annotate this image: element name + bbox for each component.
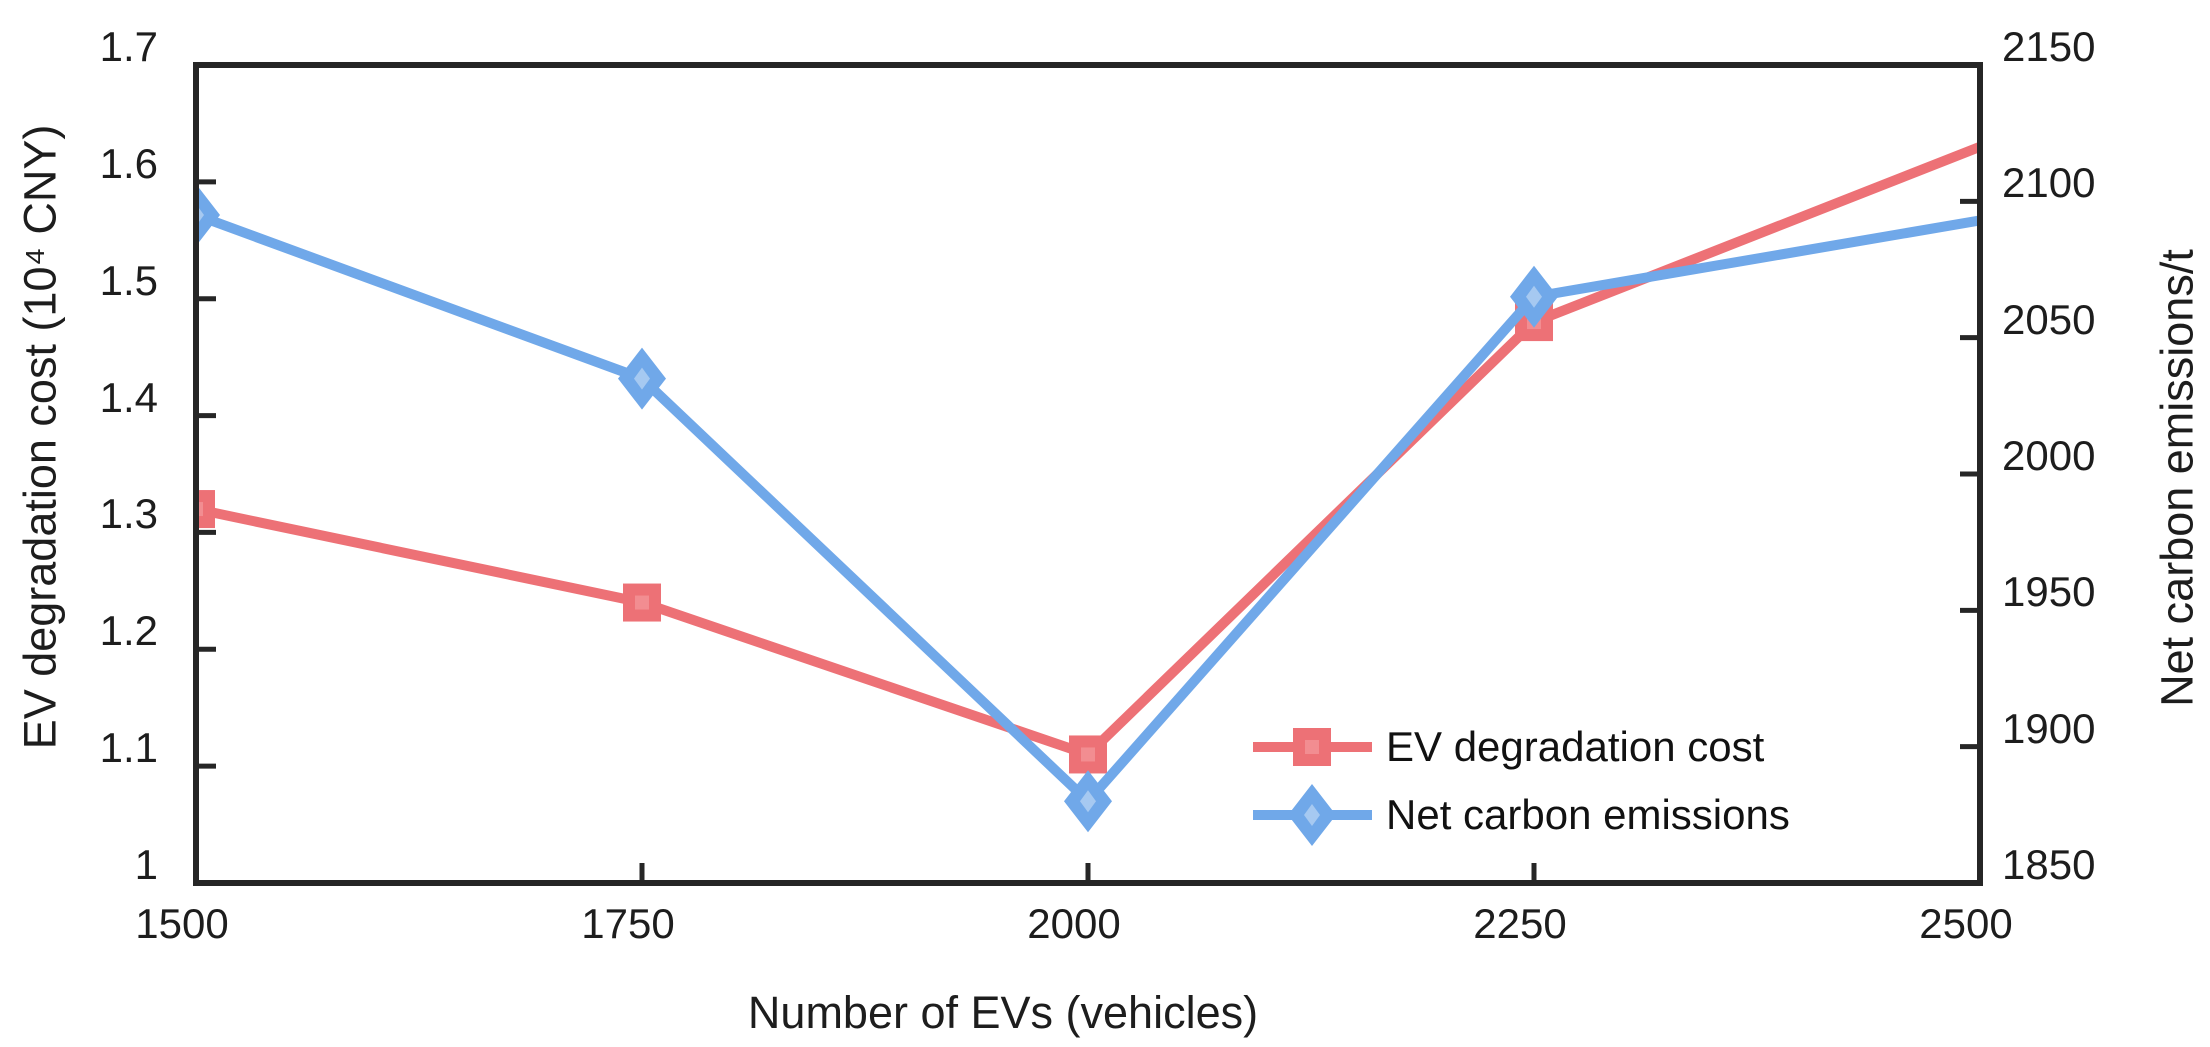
- left-axis-tick-label: 1: [134, 841, 158, 888]
- legend: [1253, 728, 1372, 846]
- right-axis-tick-label: 2050: [2002, 295, 2096, 343]
- right-axis-tick-label: 1950: [2002, 568, 2096, 616]
- right-axis-tick-label: 2150: [2002, 23, 2096, 70]
- x-axis-tick-label: 2500: [1919, 900, 2013, 947]
- legend-label-ev-degradation-cost: EV degradation cost: [1386, 723, 1765, 770]
- left-axis-tick-label: 1.3: [99, 490, 158, 538]
- series-group: [196, 142, 1980, 833]
- left-axis-tick-label: 1.2: [99, 607, 158, 655]
- right-axis-tick-label: 2000: [2002, 432, 2096, 479]
- left-axis-tick-label: 1.7: [99, 23, 158, 70]
- left-axis-tick-label: 1.6: [99, 139, 158, 187]
- right-axis-tick-label: 2100: [2002, 159, 2096, 207]
- right-axis-tick-label: 1850: [2002, 841, 2096, 888]
- left-axis-tick-label: 1.4: [99, 373, 158, 421]
- right-axis-title: Net carbon emissions/t: [2151, 249, 2203, 707]
- x-axis-tick-label: 2000: [1027, 900, 1121, 947]
- legend-label-net-carbon-emissions: Net carbon emissions: [1386, 791, 1790, 838]
- left-axis-tick-label: 1.5: [99, 256, 158, 304]
- right-axis-tick-label: 1900: [2002, 704, 2096, 752]
- series-net-carbon-emissions: [196, 183, 1980, 833]
- x-axis-tick-label: 1500: [135, 900, 229, 947]
- series-line: [196, 210, 1980, 807]
- left-axis-title: EV degradation cost (10⁴ CNY): [14, 124, 66, 750]
- x-axis-tick-label: 1750: [581, 900, 675, 947]
- left-axis-tick-label: 1.1: [99, 724, 158, 772]
- axes: [193, 62, 1983, 886]
- x-axis-tick-label: 2250: [1473, 900, 1567, 947]
- x-axis-title: Number of EVs (vehicles): [747, 987, 1259, 1038]
- series-line: [196, 142, 1980, 760]
- series-ev-degradation-cost: [196, 142, 1980, 774]
